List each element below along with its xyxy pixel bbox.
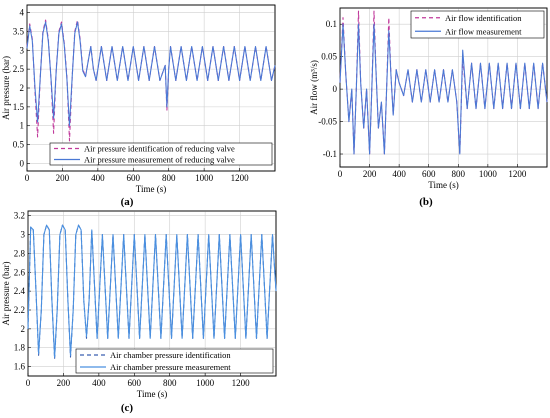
y-tick-label: 2 [20, 83, 25, 93]
y-tick-label: 1.6 [14, 362, 26, 372]
y-tick-label: 2.8 [14, 248, 26, 258]
y-tick-label: 2.6 [14, 267, 26, 277]
x-tick-label: 400 [91, 173, 105, 183]
legend-entry: Air flow measurement [445, 26, 522, 36]
legend-entry: Air chamber pressure identification [110, 350, 231, 360]
y-tick-label: 0 [333, 84, 338, 94]
panel-3: 0 200 400 600 800 1000 1200 1.6 1.8 2 2.2 2.4 2.6 2.8… [1, 210, 277, 414]
y-tick-label: 3 [21, 230, 26, 240]
x-tick-label: 200 [363, 169, 377, 179]
y-axis-label: Air pressure (bar) [1, 262, 11, 326]
legend-box [75, 348, 274, 374]
plot-border [27, 210, 277, 377]
x-tick-label: 1000 [196, 378, 215, 388]
x-tick-label: 1200 [508, 169, 527, 179]
x-tick-label: 1000 [195, 173, 214, 183]
y-tick-label: 0.1 [326, 19, 337, 29]
y-tick-label: 2.2 [14, 305, 25, 315]
y-tick-label: 1 [20, 121, 25, 131]
y-axis-label: Air flow (m³/s) [309, 60, 319, 115]
y-tick-label: -0.1 [323, 149, 337, 159]
plot-border [26, 4, 276, 172]
x-tick-label: 1000 [479, 169, 498, 179]
plot-border [339, 7, 548, 168]
x-axis-label: Time (s) [136, 184, 166, 194]
legend-entry: Air chamber pressure measurement [110, 362, 231, 372]
x-tick-label: 0 [338, 169, 343, 179]
x-tick-label: 200 [56, 173, 70, 183]
x-tick-label: 600 [422, 169, 436, 179]
y-tick-label: 1.5 [13, 102, 25, 112]
x-tick-label: 800 [452, 169, 466, 179]
y-tick-label: 2.4 [14, 286, 26, 296]
panel-label: (c) [121, 402, 134, 414]
legend-entry: Air flow identification [445, 13, 522, 23]
y-tick-label: 2.5 [13, 64, 25, 74]
panel-label: (b) [419, 196, 433, 208]
x-tick-label: 600 [128, 378, 142, 388]
x-axis-label: Time (s) [428, 180, 458, 190]
x-axis-label: Time (s) [137, 389, 167, 399]
series-line-2 [27, 224, 277, 358]
y-tick-label: 0.5 [13, 140, 25, 150]
y-tick-label: 0.05 [321, 52, 337, 62]
y-tick-label: 3 [20, 45, 25, 55]
panel-2: 0 200 400 600 800 1000 1200 -0.1 -0.05 0 0.05 0.1 Ti… [309, 7, 548, 208]
x-tick-label: 600 [127, 173, 141, 183]
panel-1: 0 200 400 600 800 1000 1200 0 0.5 1 1.5 2 2.5 3 3.5 4 Ti… [1, 4, 276, 208]
y-tick-label: -0.05 [318, 117, 337, 127]
y-tick-label: 1.8 [14, 343, 26, 353]
legend-box [410, 10, 545, 39]
x-tick-label: 0 [26, 378, 31, 388]
x-tick-label: 800 [162, 173, 176, 183]
x-tick-label: 400 [92, 378, 106, 388]
legend: Air pressure identification of reducing … [49, 142, 273, 166]
series-line-2 [26, 21, 276, 127]
legend: Air flow identification Air flow measurem… [410, 10, 545, 39]
legend: Air chamber pressure identification Air c… [75, 348, 274, 374]
y-axis-label: Air pressure (bar) [1, 56, 11, 120]
x-tick-label: 1200 [232, 378, 251, 388]
x-tick-label: 800 [163, 378, 177, 388]
y-tick-label: 3.5 [13, 26, 25, 36]
series-line-2 [339, 23, 548, 155]
x-tick-label: 0 [25, 173, 30, 183]
legend-box [49, 142, 273, 166]
x-tick-label: 1200 [231, 173, 250, 183]
legend-entry: Air pressure measurement of reducing val… [84, 155, 235, 165]
y-tick-label: 0 [20, 158, 25, 168]
y-tick-label: 4 [20, 8, 25, 18]
y-tick-label: 2 [21, 324, 26, 334]
panel-label: (a) [121, 196, 134, 208]
x-tick-label: 200 [57, 378, 71, 388]
x-tick-label: 400 [392, 169, 406, 179]
y-tick-label: 3.2 [14, 211, 25, 221]
legend-entry: Air pressure identification of reducing … [84, 144, 235, 154]
